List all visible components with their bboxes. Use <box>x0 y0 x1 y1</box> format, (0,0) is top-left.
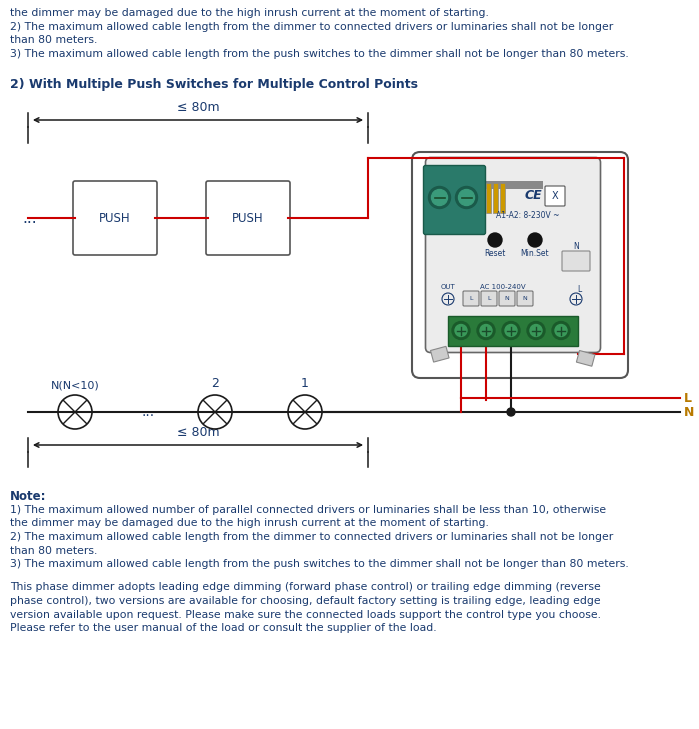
Circle shape <box>431 190 447 206</box>
Circle shape <box>480 324 492 337</box>
Text: N: N <box>684 405 694 418</box>
Text: than 80 meters.: than 80 meters. <box>10 35 97 45</box>
Text: AC 100-240V: AC 100-240V <box>480 284 526 290</box>
Circle shape <box>456 187 477 208</box>
Text: 2) The maximum allowed cable length from the dimmer to connected drivers or lumi: 2) The maximum allowed cable length from… <box>10 532 613 542</box>
Text: ≤ 80m: ≤ 80m <box>177 101 219 114</box>
Bar <box>448 316 578 346</box>
Text: L: L <box>469 296 473 301</box>
Text: PUSH: PUSH <box>99 211 131 225</box>
Text: 2) The maximum allowed cable length from the dimmer to connected drivers or lumi: 2) The maximum allowed cable length from… <box>10 21 613 31</box>
Text: This phase dimmer adopts leading edge dimming (forward phase control) or trailin: This phase dimmer adopts leading edge di… <box>10 582 600 593</box>
Text: OUT: OUT <box>440 284 455 290</box>
Circle shape <box>428 187 450 208</box>
FancyBboxPatch shape <box>73 181 157 255</box>
Text: Min.Set: Min.Set <box>521 249 549 257</box>
Bar <box>483 181 543 189</box>
Circle shape <box>528 233 542 247</box>
Text: ...: ... <box>141 405 154 419</box>
Text: 2: 2 <box>211 377 219 390</box>
Bar <box>486 182 491 212</box>
FancyBboxPatch shape <box>412 152 628 378</box>
Text: the dimmer may be damaged due to the high inrush current at the moment of starti: the dimmer may be damaged due to the hig… <box>10 8 489 18</box>
FancyBboxPatch shape <box>424 165 486 235</box>
Text: 1) The maximum allowed number of parallel connected drivers or luminaries shall : 1) The maximum allowed number of paralle… <box>10 505 606 515</box>
FancyBboxPatch shape <box>481 291 497 306</box>
Text: 3) The maximum allowed cable length from the push switches to the dimmer shall n: 3) The maximum allowed cable length from… <box>10 49 628 58</box>
Circle shape <box>527 321 545 340</box>
Text: L: L <box>577 284 581 294</box>
Circle shape <box>507 408 515 416</box>
FancyBboxPatch shape <box>499 291 515 306</box>
Text: Please refer to the user manual of the load or consult the supplier of the load.: Please refer to the user manual of the l… <box>10 623 437 633</box>
Text: X: X <box>552 191 559 201</box>
Text: Note:: Note: <box>10 490 47 503</box>
Circle shape <box>552 321 570 340</box>
FancyBboxPatch shape <box>545 186 565 206</box>
Text: N: N <box>523 296 527 301</box>
Circle shape <box>452 321 470 340</box>
Text: phase control), two versions are available for choosing, default factory setting: phase control), two versions are availab… <box>10 596 600 606</box>
Text: than 80 meters.: than 80 meters. <box>10 545 97 555</box>
Text: 1: 1 <box>301 377 309 390</box>
Text: CE: CE <box>524 189 542 201</box>
Text: the dimmer may be damaged due to the high inrush current at the moment of starti: the dimmer may be damaged due to the hig… <box>10 518 489 529</box>
Text: PUSH: PUSH <box>232 211 264 225</box>
Circle shape <box>555 324 567 337</box>
Text: 2) With Multiple Push Switches for Multiple Control Points: 2) With Multiple Push Switches for Multi… <box>10 78 418 91</box>
Circle shape <box>530 324 542 337</box>
Text: version available upon request. Please make sure the connected loads support the: version available upon request. Please m… <box>10 609 601 620</box>
Text: Reset: Reset <box>484 249 505 257</box>
Circle shape <box>488 233 502 247</box>
FancyBboxPatch shape <box>463 291 479 306</box>
Circle shape <box>459 190 475 206</box>
Bar <box>431 346 449 362</box>
Bar <box>493 182 498 212</box>
Circle shape <box>455 324 467 337</box>
Bar <box>500 182 505 212</box>
Text: N(N<10): N(N<10) <box>50 380 99 390</box>
FancyBboxPatch shape <box>517 291 533 306</box>
Text: ≤ 80m: ≤ 80m <box>177 426 219 439</box>
Text: N: N <box>505 296 510 301</box>
Circle shape <box>505 324 517 337</box>
Text: 3) The maximum allowed cable length from the push switches to the dimmer shall n: 3) The maximum allowed cable length from… <box>10 559 628 569</box>
FancyBboxPatch shape <box>426 157 600 353</box>
FancyBboxPatch shape <box>206 181 290 255</box>
FancyBboxPatch shape <box>562 251 590 271</box>
Bar <box>577 351 595 366</box>
Circle shape <box>502 321 520 340</box>
Text: A1-A2: 8-230V ~: A1-A2: 8-230V ~ <box>496 211 560 219</box>
Circle shape <box>477 321 495 340</box>
Text: N: N <box>573 241 579 251</box>
Text: L: L <box>684 391 692 405</box>
Text: L: L <box>487 296 491 301</box>
Text: ...: ... <box>22 211 37 225</box>
